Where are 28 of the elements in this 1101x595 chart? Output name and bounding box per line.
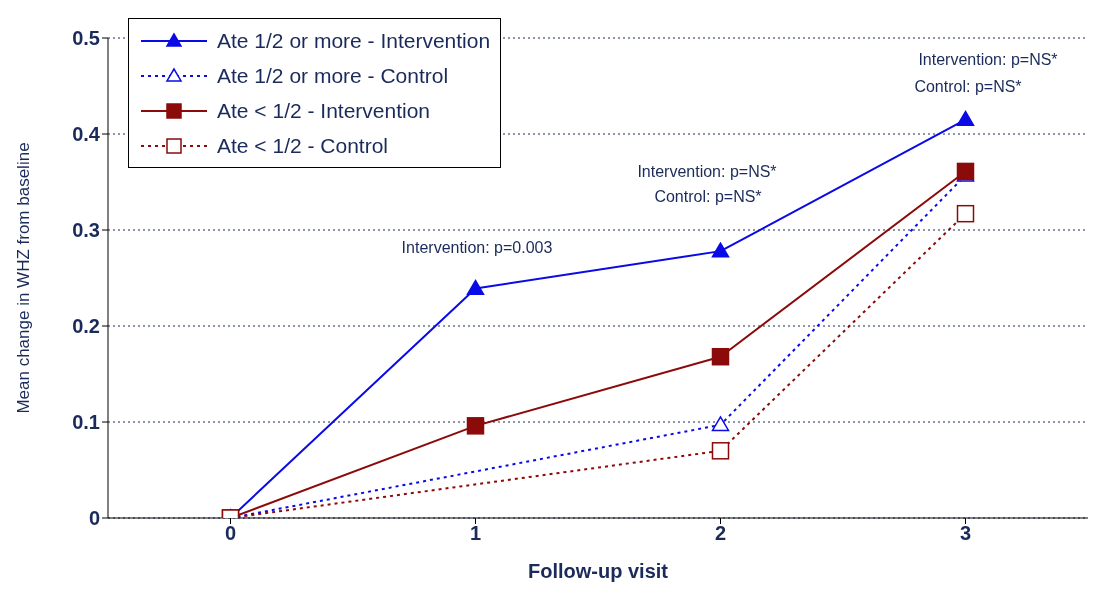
point (711, 347, 730, 366)
point (956, 110, 975, 126)
y-tick-label: 0 (88, 507, 100, 530)
annotation: Intervention: p=NS* (918, 51, 1058, 69)
point (711, 442, 730, 460)
annotation: Control: p=NS* (914, 78, 1022, 96)
point (466, 417, 485, 435)
y-tick-label: 0.2 (72, 315, 100, 338)
annotation: Control: p=NS* (654, 188, 762, 206)
x-tick-label: 2 (714, 522, 727, 545)
legend-label: Ate < 1/2 - Control (217, 133, 389, 158)
y-tick-label: 0.1 (72, 411, 100, 434)
y-tick-label: 0.4 (72, 123, 101, 146)
annotation: Intervention: p=0.003 (401, 239, 553, 257)
annotation: Intervention: p=NS* (637, 163, 777, 181)
x-tick-label: 0 (224, 522, 237, 545)
legend-label: Ate 1/2 or more - Control (217, 63, 449, 88)
y-tick-label: 0.3 (72, 219, 100, 242)
y-axis-title: Mean change in WHZ from baseline (14, 142, 34, 414)
point (711, 242, 730, 258)
x-tick-label: 3 (959, 522, 972, 545)
x-tick-label: 1 (469, 522, 482, 545)
point (466, 279, 485, 295)
legend-label: Ate < 1/2 - Intervention (217, 98, 431, 123)
point (956, 204, 975, 223)
y-tick-label: 0.5 (72, 27, 100, 50)
x-axis-title: Follow-up visit (528, 560, 669, 582)
legend-label: Ate 1/2 or more - Intervention (217, 28, 491, 53)
